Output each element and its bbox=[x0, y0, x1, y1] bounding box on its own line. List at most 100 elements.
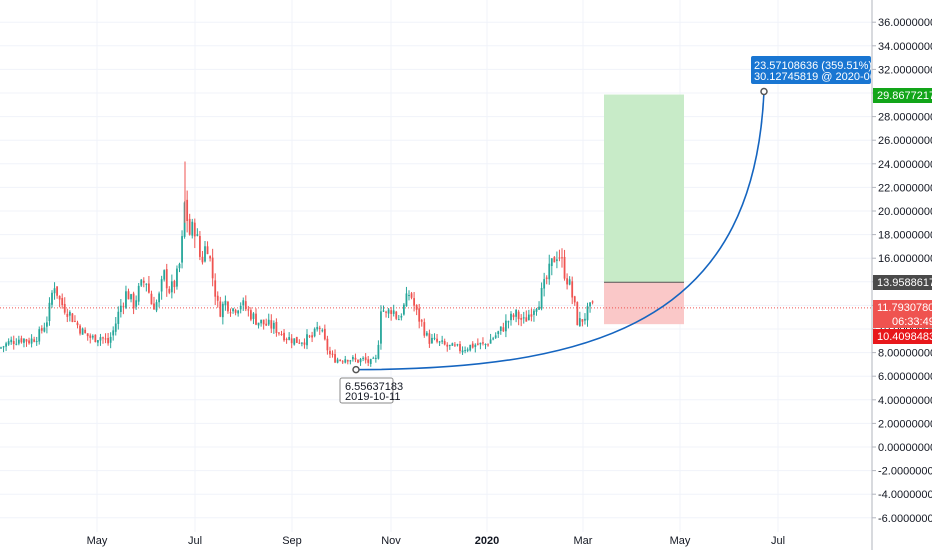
candle-body bbox=[392, 310, 395, 314]
candle-body bbox=[556, 259, 558, 261]
candle-body bbox=[586, 306, 589, 321]
ytick-label: 32.00000000 bbox=[878, 64, 932, 76]
projection-end-point[interactable] bbox=[760, 87, 768, 96]
time-axis[interactable]: May Jul Sep Nov 2020 Mar May Jul bbox=[87, 535, 785, 547]
position-zones[interactable] bbox=[604, 94, 684, 325]
candle-body bbox=[372, 357, 375, 359]
candle-body bbox=[102, 337, 104, 339]
candle-body bbox=[301, 342, 303, 344]
candle-body bbox=[89, 335, 92, 338]
candle-body bbox=[364, 357, 367, 361]
candle-body bbox=[107, 337, 109, 344]
candle-body bbox=[122, 306, 125, 308]
candle-body bbox=[145, 283, 148, 285]
ytick-label: 4.00000000 bbox=[878, 395, 932, 407]
projection-start-point[interactable] bbox=[352, 365, 360, 374]
candle-body bbox=[252, 313, 255, 319]
candle-body bbox=[380, 311, 382, 344]
candle-body bbox=[227, 301, 229, 312]
candle-body bbox=[545, 277, 548, 279]
candle-body bbox=[471, 343, 474, 348]
candle-body bbox=[229, 312, 232, 314]
candle-body bbox=[374, 357, 377, 359]
candle-body bbox=[538, 306, 540, 310]
ytick-label: 18.00000000 bbox=[878, 230, 932, 242]
candle-body bbox=[127, 291, 130, 300]
ytick-label: 36.00000000 bbox=[878, 17, 932, 29]
candle-body bbox=[441, 340, 444, 342]
candle-body bbox=[285, 338, 288, 340]
candle-body bbox=[377, 344, 380, 359]
candle-body bbox=[436, 338, 438, 342]
candle-body bbox=[459, 343, 461, 352]
ytick-label: 24.00000000 bbox=[878, 159, 932, 171]
candle-body bbox=[563, 256, 566, 279]
candle-body bbox=[512, 314, 515, 318]
candle-body bbox=[331, 353, 334, 355]
ytick-label: 22.00000000 bbox=[878, 182, 932, 194]
candle-body bbox=[234, 309, 237, 313]
candle-body bbox=[400, 315, 403, 318]
candle-body bbox=[352, 356, 354, 360]
xtick-label: Nov bbox=[381, 535, 401, 547]
candle-body bbox=[265, 323, 268, 326]
candle-body bbox=[367, 359, 370, 363]
ytick-label: 0.00000000 bbox=[878, 442, 932, 454]
candle-body bbox=[211, 257, 214, 279]
candle-body bbox=[255, 313, 257, 325]
candle-body bbox=[336, 359, 339, 363]
stop-price-tag: 10.40984835 bbox=[873, 329, 932, 344]
candle-body bbox=[438, 341, 441, 343]
candle-body bbox=[344, 359, 347, 363]
candle-body bbox=[48, 302, 51, 322]
candle-body bbox=[170, 281, 173, 293]
candle-body bbox=[97, 340, 99, 343]
candle-body bbox=[275, 321, 278, 333]
candle-body bbox=[119, 305, 122, 312]
candle-body bbox=[114, 323, 117, 332]
projection-points[interactable] bbox=[352, 87, 768, 374]
chart-grid bbox=[0, 0, 872, 532]
candle-body bbox=[510, 313, 512, 321]
candle-body bbox=[405, 293, 408, 307]
take-profit-zone[interactable] bbox=[604, 94, 684, 283]
candle-body bbox=[321, 330, 324, 332]
ytick-label: -6.00000000 bbox=[878, 513, 932, 525]
svg-text:11.79307809: 11.79307809 bbox=[877, 302, 932, 314]
candle-body bbox=[456, 344, 459, 346]
candle-body bbox=[247, 309, 250, 311]
candle-body bbox=[568, 279, 571, 285]
candle-body bbox=[84, 329, 87, 334]
projection-curve[interactable] bbox=[355, 91, 765, 371]
candle-body bbox=[474, 344, 477, 347]
candle-body bbox=[244, 301, 247, 310]
candle-body bbox=[257, 322, 260, 326]
candle-body bbox=[425, 332, 428, 336]
candle-body bbox=[357, 359, 359, 363]
candle-body bbox=[527, 314, 530, 321]
candle-body bbox=[540, 287, 543, 309]
candle-body bbox=[505, 320, 507, 332]
candle-body bbox=[178, 263, 181, 269]
candle-body bbox=[494, 335, 497, 338]
candle-body bbox=[530, 314, 533, 317]
candle-body bbox=[571, 281, 574, 298]
candle-body bbox=[306, 334, 308, 346]
candle-body bbox=[298, 342, 301, 344]
candle-body bbox=[487, 344, 489, 346]
xtick-label: Sep bbox=[282, 535, 302, 547]
countdown: 06:33:49 bbox=[892, 316, 932, 328]
candle-body bbox=[382, 310, 385, 312]
candle-body bbox=[232, 308, 234, 312]
xtick-label: Jul bbox=[188, 535, 202, 547]
candle-body bbox=[507, 321, 510, 323]
candle-body bbox=[250, 310, 252, 320]
tp-price-tag: 29.86772170 bbox=[873, 88, 932, 103]
candle-body bbox=[117, 311, 120, 324]
candle-body bbox=[502, 327, 505, 332]
candle-body bbox=[553, 257, 556, 263]
candle-body bbox=[403, 304, 405, 315]
candle-body bbox=[346, 360, 349, 362]
candle-body bbox=[112, 330, 115, 336]
